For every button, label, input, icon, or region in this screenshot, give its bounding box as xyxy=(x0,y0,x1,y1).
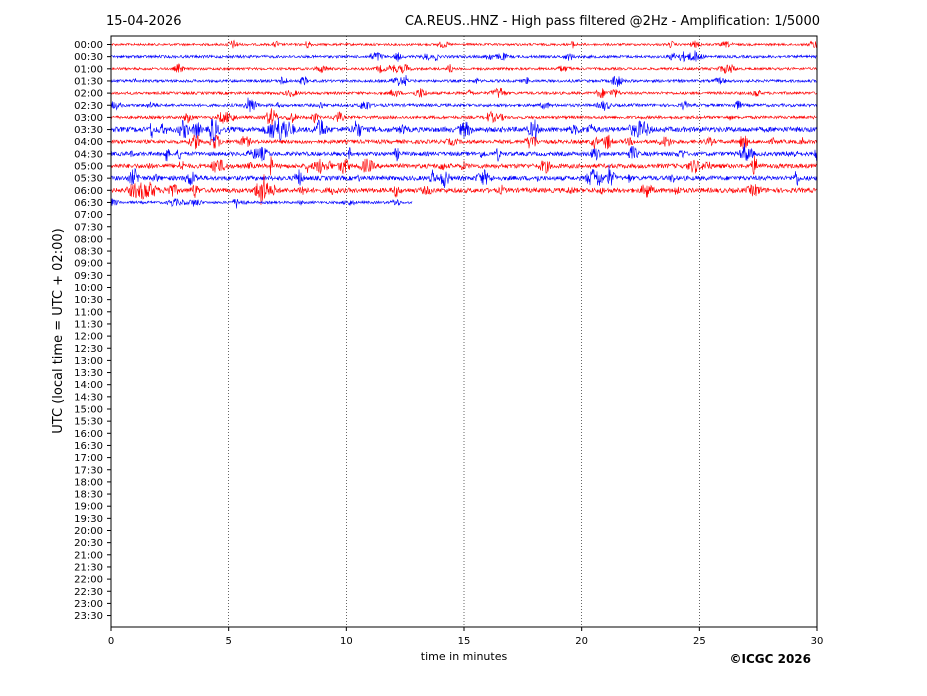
y-tick-label: 12:30 xyxy=(74,344,103,355)
x-tick-label: 0 xyxy=(108,636,114,647)
y-tick-label: 09:30 xyxy=(74,271,103,282)
y-tick-label: 07:00 xyxy=(74,210,103,221)
chart-title: CA.REUS..HNZ - High pass filtered @2Hz -… xyxy=(405,14,820,29)
y-tick-label: 07:30 xyxy=(74,222,103,233)
y-tick-label: 16:30 xyxy=(74,441,103,452)
chart-date: 15-04-2026 xyxy=(106,14,182,29)
x-tick-label: 30 xyxy=(811,636,824,647)
x-tick-label: 5 xyxy=(225,636,231,647)
y-tick-label: 05:00 xyxy=(74,162,103,173)
y-tick-label: 04:00 xyxy=(74,137,103,148)
trace-0030 xyxy=(110,50,818,63)
y-tick-label: 10:30 xyxy=(74,295,103,306)
y-tick-label: 02:00 xyxy=(74,89,103,100)
y-tick-label: 19:00 xyxy=(74,502,103,513)
trace-0430 xyxy=(110,142,818,162)
y-tick-label: 17:30 xyxy=(74,465,103,476)
y-tick-label: 04:30 xyxy=(74,149,103,160)
y-tick-label: 22:00 xyxy=(74,575,103,586)
y-tick-label: 23:30 xyxy=(74,611,103,622)
y-tick-label: 00:30 xyxy=(74,52,103,63)
trace-0630 xyxy=(110,198,413,209)
y-tick-label: 03:30 xyxy=(74,125,103,136)
y-tick-label: 14:00 xyxy=(74,380,103,391)
y-tick-label: 03:00 xyxy=(74,113,103,124)
y-tick-label: 17:00 xyxy=(74,453,103,464)
y-tick-label: 13:30 xyxy=(74,368,103,379)
y-tick-label: 05:30 xyxy=(74,174,103,185)
y-tick-label: 20:30 xyxy=(74,538,103,549)
y-tick-label: 11:30 xyxy=(74,319,103,330)
y-tick-label: 16:00 xyxy=(74,429,103,440)
y-tick-label: 22:30 xyxy=(74,587,103,598)
y-tick-label: 10:00 xyxy=(74,283,103,294)
y-tick-label: 09:00 xyxy=(74,259,103,270)
y-tick-label: 02:30 xyxy=(74,101,103,112)
y-tick-label: 20:00 xyxy=(74,526,103,537)
y-tick-label: 21:30 xyxy=(74,562,103,573)
y-tick-label: 00:00 xyxy=(74,40,103,51)
y-tick-label: 01:00 xyxy=(74,64,103,75)
x-tick-label: 10 xyxy=(340,636,353,647)
y-tick-label: 19:30 xyxy=(74,514,103,525)
trace-0530 xyxy=(110,164,818,189)
y-tick-label: 06:00 xyxy=(74,186,103,197)
y-tick-label: 18:00 xyxy=(74,477,103,488)
trace-0130 xyxy=(110,74,818,87)
x-tick-label: 25 xyxy=(693,636,706,647)
x-axis: 0 5 10 15 20 25 30 xyxy=(108,627,824,647)
y-tick-label: 01:30 xyxy=(74,76,103,87)
y-tick-label: 08:30 xyxy=(74,247,103,258)
y-tick-label: 13:00 xyxy=(74,356,103,367)
trace-0330 xyxy=(110,117,818,143)
plot-frame xyxy=(110,35,818,628)
trace-0300 xyxy=(110,108,818,126)
y-tick-label: 08:00 xyxy=(74,234,103,245)
trace-0000 xyxy=(110,39,818,49)
y-tick-label: 15:30 xyxy=(74,417,103,428)
y-tick-label: 18:30 xyxy=(74,490,103,501)
y-tick-label: 12:00 xyxy=(74,332,103,343)
y-axis-label: UTC (local time = UTC + 02:00) xyxy=(51,228,66,433)
copyright-label: ©ICGC 2026 xyxy=(729,652,811,666)
y-tick-label: 23:00 xyxy=(74,599,103,610)
y-tick-label: 15:00 xyxy=(74,405,103,416)
y-tick-label: 14:30 xyxy=(74,392,103,403)
trace-0400 xyxy=(110,134,818,150)
trace-0100 xyxy=(110,62,818,75)
y-tick-label: 06:30 xyxy=(74,198,103,209)
x-axis-label: time in minutes xyxy=(421,650,508,663)
grid-lines xyxy=(228,36,700,627)
x-tick-label: 20 xyxy=(575,636,588,647)
y-tick-label: 21:00 xyxy=(74,550,103,561)
y-tick-label: 11:00 xyxy=(74,307,103,318)
x-tick-label: 15 xyxy=(458,636,471,647)
